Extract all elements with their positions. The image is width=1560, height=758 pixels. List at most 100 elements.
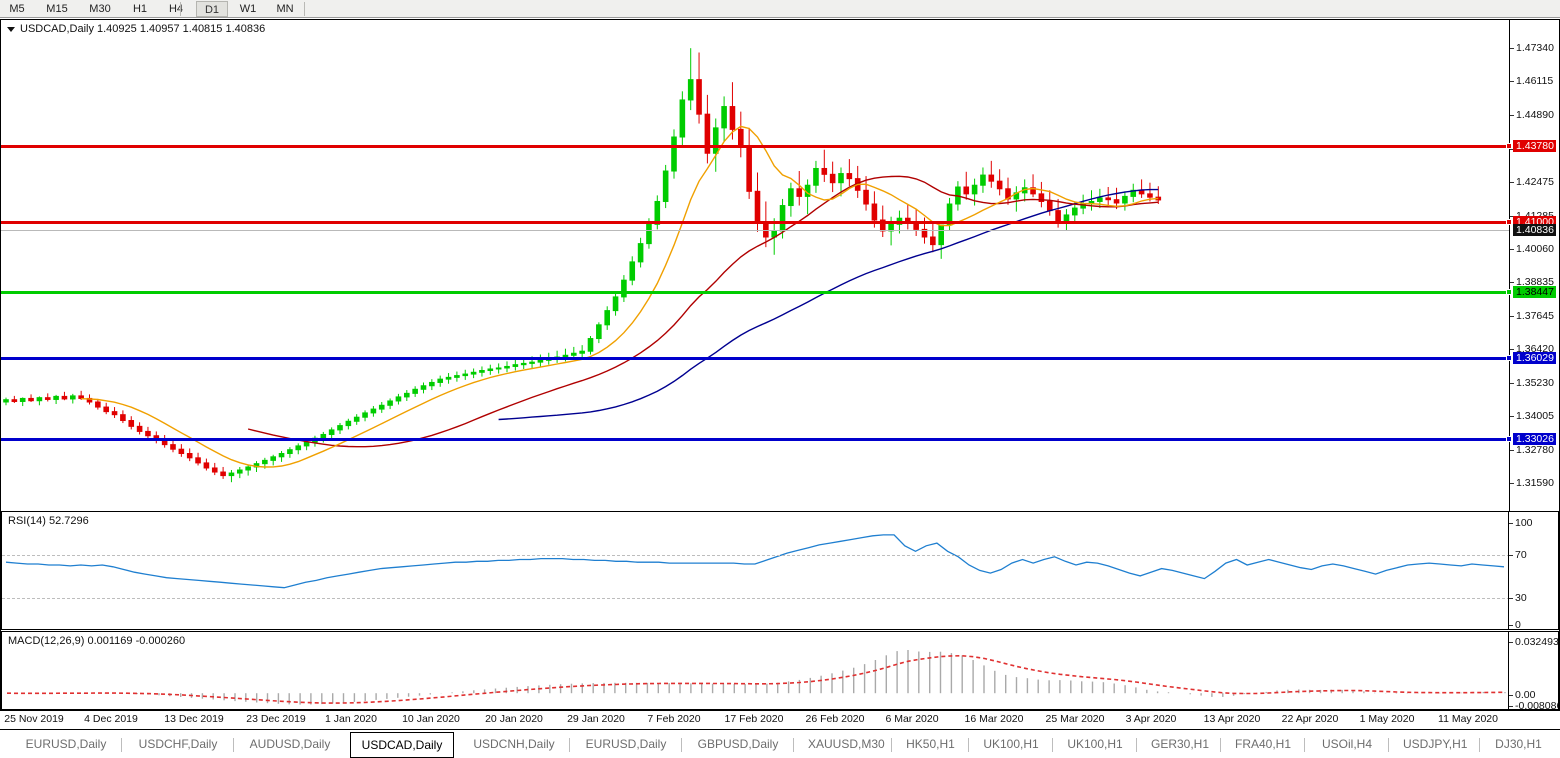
time-axis-label: 22 Apr 2020 bbox=[1281, 713, 1339, 725]
candle bbox=[1122, 191, 1128, 211]
price-tag-1.43780[interactable]: 1.43780 bbox=[1506, 140, 1556, 152]
price-tick bbox=[1510, 115, 1514, 116]
macd-plot[interactable] bbox=[2, 632, 1510, 709]
timeframe-w1[interactable]: W1 bbox=[239, 3, 257, 15]
price-axis-label: 1.32780 bbox=[1516, 444, 1554, 456]
chart-tab-usdjpy-h1[interactable]: USDJPY,H1 bbox=[1403, 737, 1468, 751]
price-tag-handle[interactable] bbox=[1506, 436, 1512, 442]
candle bbox=[596, 322, 602, 344]
chart-tab-uk100-h1[interactable]: UK100,H1 bbox=[983, 737, 1039, 751]
price-pane[interactable]: 1.473401.461151.448901.436551.424751.412… bbox=[1, 20, 1559, 511]
chart-tab-usdcnh-daily[interactable]: USDCNH,Daily bbox=[473, 737, 555, 751]
candle bbox=[829, 161, 836, 193]
price-tick bbox=[1510, 349, 1514, 350]
candle bbox=[61, 391, 68, 401]
level-line-1.33026[interactable] bbox=[1, 438, 1509, 441]
candle bbox=[854, 165, 861, 198]
candle bbox=[203, 458, 210, 471]
candle bbox=[44, 393, 51, 402]
chart-tab-audusd-daily[interactable]: AUDUSD,Daily bbox=[249, 737, 331, 751]
candle bbox=[512, 359, 519, 371]
candle bbox=[395, 393, 402, 405]
candle bbox=[813, 160, 819, 193]
chart-tab-ger30-h1[interactable]: GER30,H1 bbox=[1151, 737, 1210, 751]
timeframe-m15[interactable]: M15 bbox=[46, 3, 68, 15]
chart-frame: 1.473401.461151.448901.436551.424751.412… bbox=[0, 19, 1560, 711]
price-tag-1.33026[interactable]: 1.33026 bbox=[1506, 433, 1556, 445]
level-line-1.41000[interactable] bbox=[1, 221, 1509, 224]
candle bbox=[687, 48, 694, 111]
price-tag-handle[interactable] bbox=[1506, 289, 1512, 295]
chart-tab-xauusd-m30[interactable]: XAUUSD,M30 bbox=[808, 737, 885, 751]
candle bbox=[128, 416, 135, 430]
candle bbox=[1088, 190, 1095, 211]
time-axis-label: 23 Dec 2019 bbox=[246, 713, 306, 725]
chart-tab-usdchf-daily[interactable]: USDCHF,Daily bbox=[138, 737, 218, 751]
tab-separator bbox=[681, 738, 682, 752]
candle bbox=[412, 386, 418, 397]
chart-tab-fra40-h1[interactable]: FRA40,H1 bbox=[1235, 737, 1292, 751]
chart-tab-strip[interactable]: EURUSD,Daily USDCHF,Daily AUDUSD,Daily USDC… bbox=[0, 729, 1560, 758]
price-tag-1.36029[interactable]: 1.36029 bbox=[1506, 352, 1556, 364]
timeframe-mn[interactable]: MN bbox=[276, 3, 294, 15]
price-tag-handle[interactable] bbox=[1506, 219, 1512, 225]
chart-tab-usdcad-daily[interactable]: USDCAD,Daily bbox=[350, 732, 454, 758]
candle bbox=[195, 452, 201, 466]
tab-separator bbox=[1136, 738, 1137, 752]
price-tag-handle[interactable] bbox=[1506, 355, 1512, 361]
candle bbox=[671, 129, 677, 179]
timeframe-h1[interactable]: H1 bbox=[132, 3, 148, 15]
rsi-tick bbox=[1509, 598, 1513, 599]
candle bbox=[1013, 186, 1020, 212]
price-axis[interactable]: 1.473401.461151.448901.436551.424751.412… bbox=[1506, 20, 1559, 511]
candle bbox=[186, 448, 193, 462]
chart-tab-usoil-h4[interactable]: USOil,H4 bbox=[1321, 737, 1372, 751]
time-axis-label: 7 Feb 2020 bbox=[647, 713, 701, 725]
candle bbox=[1147, 182, 1153, 202]
price-axis-label: 1.34005 bbox=[1516, 410, 1554, 422]
timeframe-d1[interactable]: D1 bbox=[196, 1, 228, 17]
symbol-quote-line: USDCAD,Daily 1.40925 1.40957 1.40815 1.4… bbox=[7, 23, 265, 35]
rsi-pane[interactable]: 100 70 30 0 RSI(14) 52.7296 bbox=[1, 511, 1559, 630]
time-axis-label: 26 Feb 2020 bbox=[805, 713, 865, 725]
candle bbox=[462, 369, 469, 380]
price-plot[interactable] bbox=[1, 20, 1509, 511]
candle bbox=[479, 366, 485, 377]
macd-pane[interactable]: 0.032493 0.00 -0.008086 MACD(12,26,9) 0.00… bbox=[1, 631, 1559, 710]
candle bbox=[696, 52, 702, 124]
level-line-1.38447[interactable] bbox=[1, 291, 1509, 294]
chart-tab-dj30-h1[interactable]: DJ30,H1 bbox=[1495, 737, 1542, 751]
level-line-1.36029[interactable] bbox=[1, 357, 1509, 360]
chart-collapse-icon[interactable] bbox=[7, 26, 15, 32]
rsi-plot[interactable] bbox=[2, 512, 1510, 629]
candle bbox=[420, 382, 427, 394]
rsi-label: RSI(14) 52.7296 bbox=[8, 515, 89, 527]
candle bbox=[612, 292, 619, 316]
chart-tab-gbpusd-daily[interactable]: GBPUSD,Daily bbox=[697, 737, 779, 751]
time-axis-label: 1 Jan 2020 bbox=[325, 713, 377, 725]
chart-tab-eurusd-daily[interactable]: EURUSD,Daily bbox=[585, 737, 667, 751]
candle bbox=[328, 427, 335, 439]
candle bbox=[95, 398, 101, 410]
candle bbox=[495, 363, 502, 374]
timeframe-m5[interactable]: M5 bbox=[9, 3, 25, 15]
timeframe-m30[interactable]: M30 bbox=[89, 3, 111, 15]
candle bbox=[579, 345, 585, 358]
price-tag-1.38447[interactable]: 1.38447 bbox=[1506, 286, 1556, 298]
price-tag-handle[interactable] bbox=[1506, 143, 1512, 149]
chart-tab-eurusd-daily[interactable]: EURUSD,Daily bbox=[25, 737, 107, 751]
rsi-tick bbox=[1509, 625, 1513, 626]
chart-tab-uk100-h1[interactable]: UK100,H1 bbox=[1067, 737, 1123, 751]
price-tick bbox=[1510, 149, 1514, 150]
level-line-1.40836[interactable] bbox=[1, 230, 1509, 231]
level-line-1.43780[interactable] bbox=[1, 145, 1509, 148]
time-axis[interactable]: 25 Nov 2019 4 Dec 2019 13 Dec 2019 23 Dec 2… bbox=[0, 711, 1560, 729]
chart-tab-hk50-h1[interactable]: HK50,H1 bbox=[906, 737, 955, 751]
rsi-axis-label: 30 bbox=[1515, 592, 1527, 604]
candle bbox=[796, 171, 803, 206]
candle bbox=[679, 91, 686, 146]
price-tag-1.40836[interactable]: 1.40836 bbox=[1513, 224, 1556, 236]
timeframe-h4[interactable]: H4 bbox=[168, 3, 184, 15]
rsi-guide-line bbox=[2, 598, 1510, 599]
rsi-axis: 100 70 30 0 bbox=[1508, 512, 1558, 629]
